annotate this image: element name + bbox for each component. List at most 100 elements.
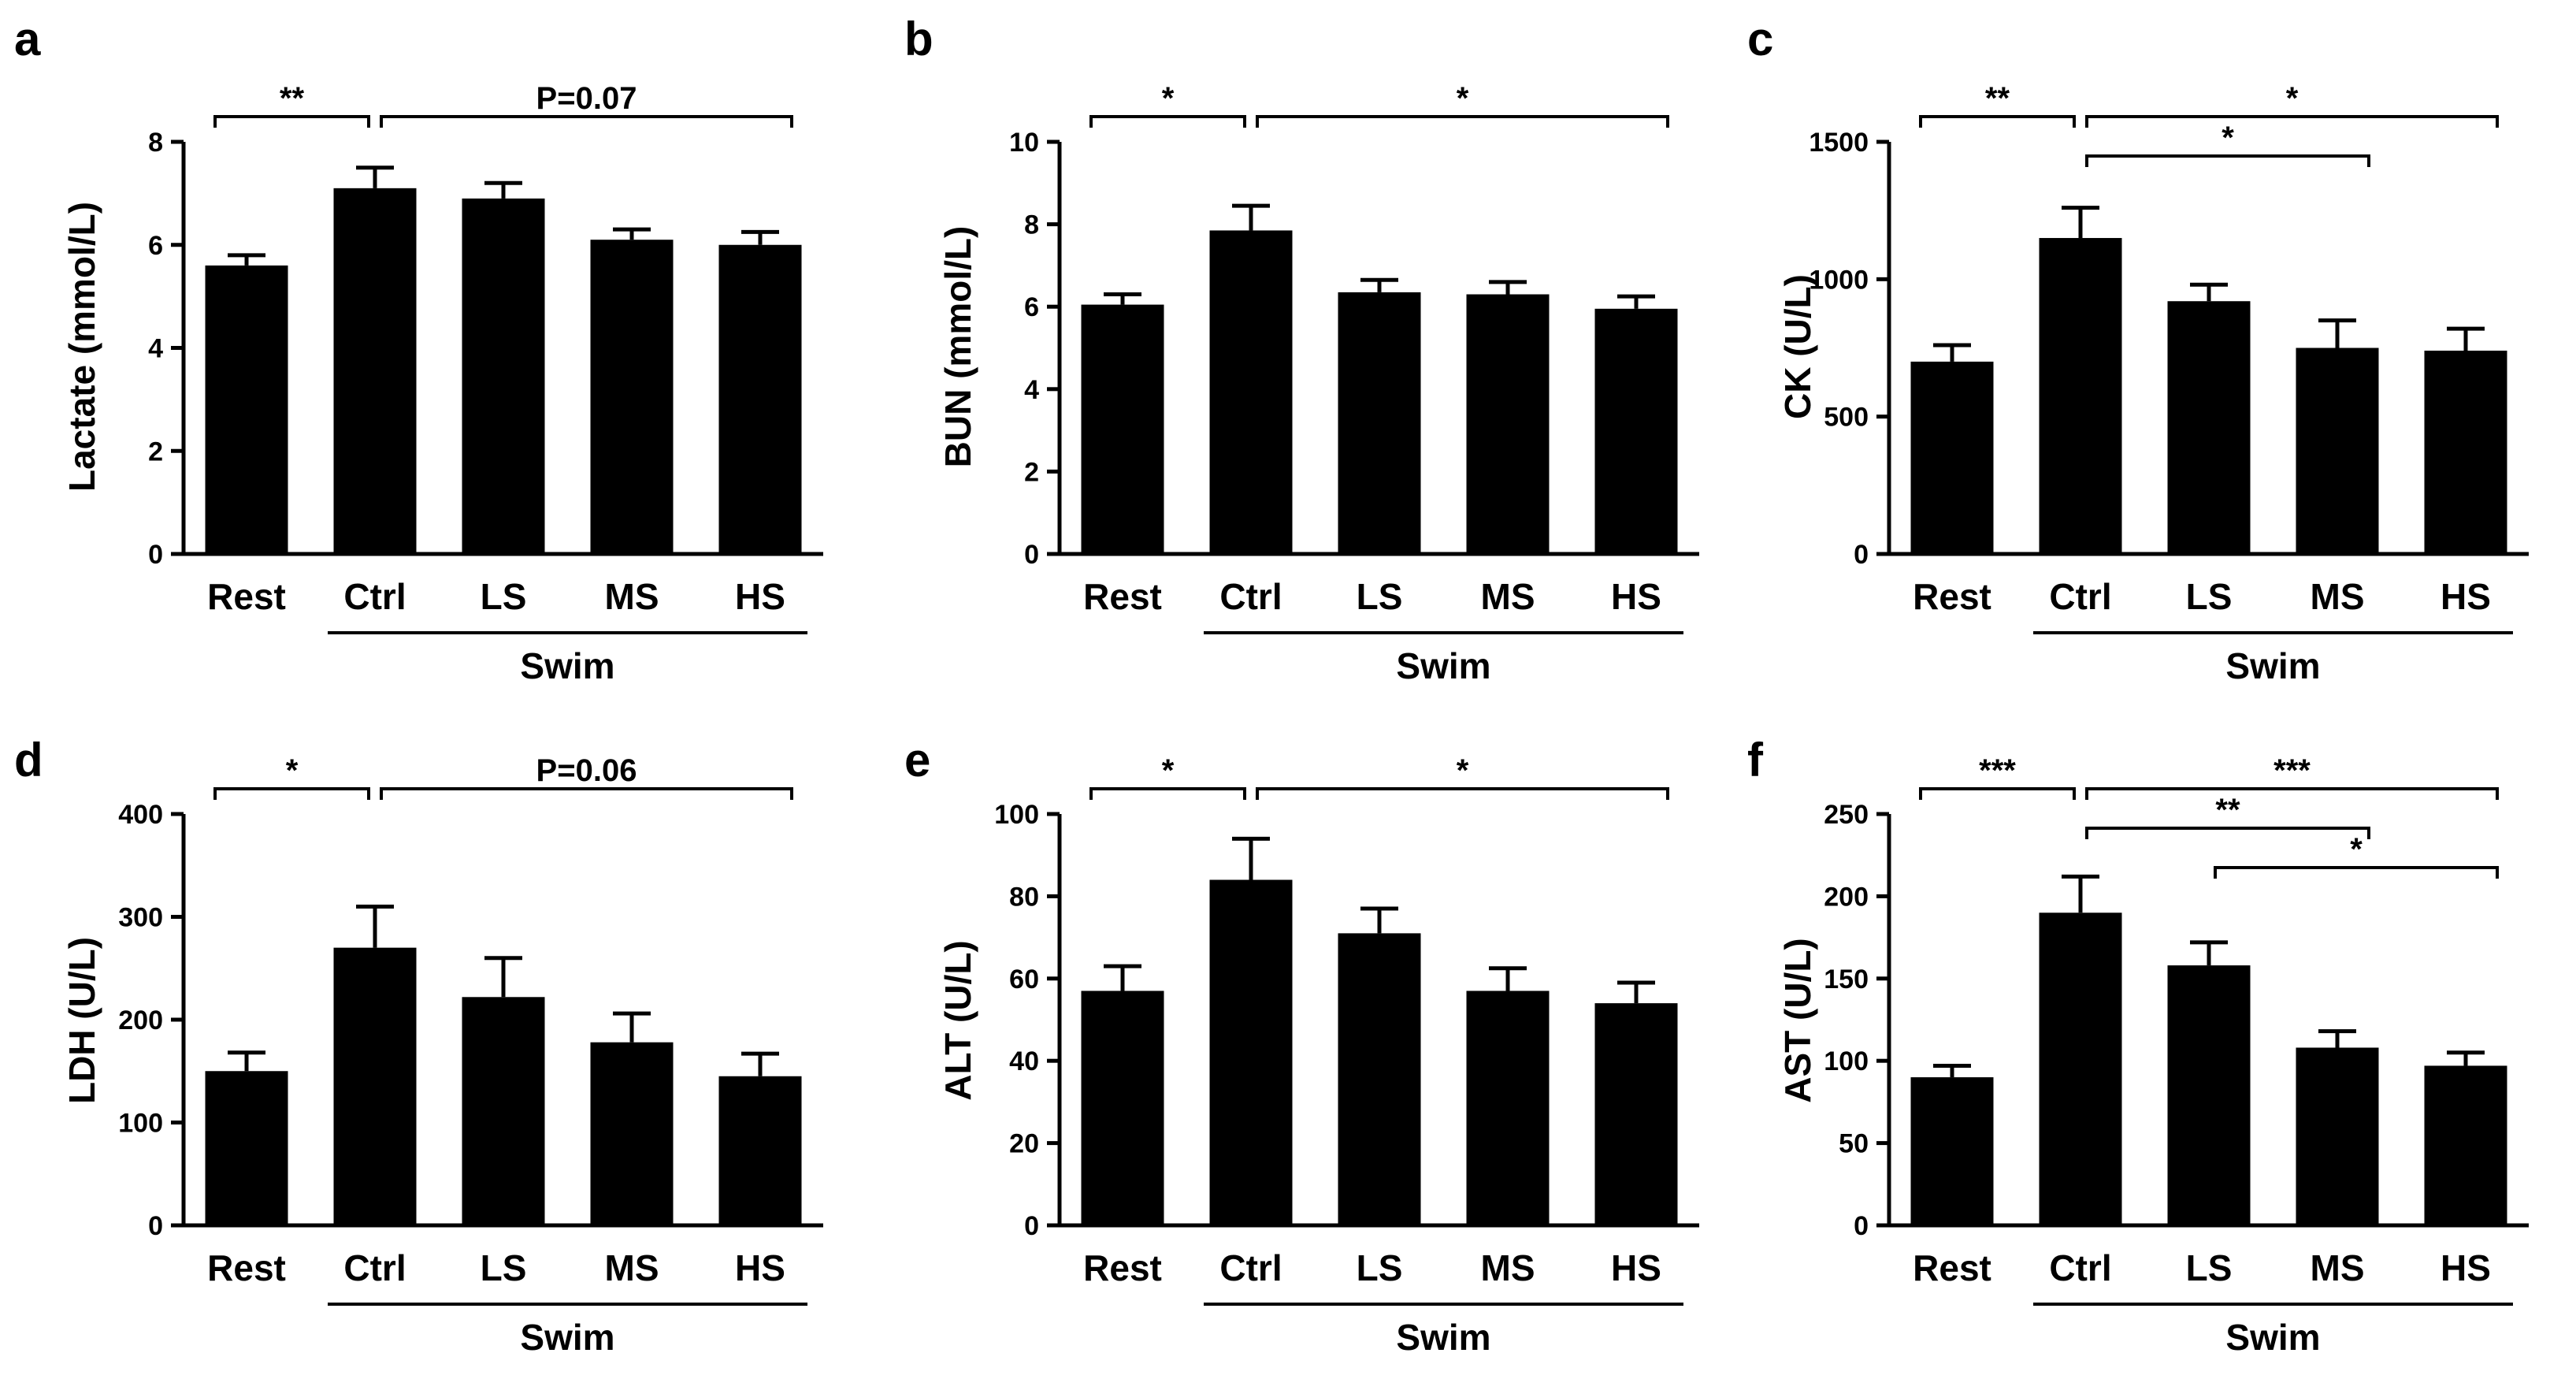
category-label: HS: [2441, 1247, 2491, 1288]
y-tick-label: 50: [1839, 1129, 1869, 1159]
significance-bracket: *: [2085, 81, 2499, 128]
significance-label: P=0.07: [536, 81, 637, 116]
panel-b: b BUN (mmol/L) 0 2 4 6 8 10 Rest Ctrl LS MS HS Swim * *: [904, 13, 1699, 686]
bar-hs: [718, 244, 802, 554]
significance-bracket: *: [2214, 832, 2499, 879]
panel-letter: d: [14, 734, 43, 786]
category-label: Ctrl: [343, 576, 406, 617]
category-label: HS: [735, 1247, 785, 1288]
y-tick-label: 200: [1824, 882, 1869, 912]
significance-bracket: *: [213, 753, 370, 800]
category-label: LS: [2186, 1247, 2233, 1288]
significance-bracket: *: [1256, 81, 1669, 128]
bracket-line: [2085, 154, 2370, 167]
category-label: LS: [481, 1247, 527, 1288]
bar-ms: [590, 240, 674, 554]
y-tick-label: 300: [118, 903, 163, 933]
significance-label: **: [280, 81, 305, 116]
bracket-line: [2085, 787, 2499, 800]
y-tick-label: 0: [1024, 540, 1039, 570]
significance-label: *: [2350, 832, 2363, 867]
y-tick-label: 400: [118, 800, 163, 830]
category-label: MS: [605, 576, 659, 617]
significance-label: *: [2286, 81, 2299, 116]
y-axis-label: ALT (U/L): [937, 940, 978, 1101]
significance-label: *: [1162, 81, 1175, 116]
category-label: HS: [2441, 576, 2491, 617]
category-label: LS: [1357, 576, 1403, 617]
panel-letter: a: [14, 13, 41, 65]
group-label: Swim: [520, 1317, 614, 1358]
significance-bracket: *: [1089, 753, 1246, 800]
category-label: HS: [1611, 1247, 1661, 1288]
category-label: Rest: [1083, 576, 1162, 617]
bar-ms: [590, 1042, 674, 1225]
significance-label: **: [1985, 81, 2010, 116]
significance-label: ***: [1979, 753, 2016, 788]
y-tick-label: 10: [1009, 128, 1039, 158]
group-label: Swim: [2225, 645, 2320, 686]
bar-hs: [718, 1076, 802, 1225]
significance-bracket: *: [2085, 121, 2370, 167]
y-tick-label: 0: [1024, 1211, 1039, 1241]
bar-ms: [2296, 348, 2379, 554]
category-label: LS: [481, 576, 527, 617]
category-label: LS: [1357, 1247, 1403, 1288]
bar-ctrl: [1209, 230, 1293, 554]
significance-label: *: [1457, 81, 1469, 116]
panel-letter: b: [904, 13, 934, 65]
category-label: Ctrl: [343, 1247, 406, 1288]
bracket-line: [2085, 115, 2499, 128]
bar-hs: [2424, 350, 2507, 554]
category-label: Ctrl: [2049, 1247, 2111, 1288]
bar-rest: [1081, 991, 1164, 1225]
y-tick-label: 2: [1024, 457, 1039, 487]
category-label: HS: [735, 576, 785, 617]
bar-ctrl: [1209, 879, 1293, 1225]
y-tick-label: 200: [118, 1005, 163, 1035]
bracket-line: [1089, 787, 1246, 800]
bracket-line: [1256, 787, 1669, 800]
bar-ctrl: [333, 947, 417, 1225]
bar-ctrl: [2039, 913, 2122, 1225]
y-tick-label: 100: [118, 1109, 163, 1139]
bracket-line: [1089, 115, 1246, 128]
y-tick-label: 80: [1009, 882, 1039, 912]
panel-letter: e: [904, 734, 930, 786]
bar-ms: [1466, 294, 1550, 554]
y-tick-label: 4: [1024, 375, 1039, 405]
y-tick-label: 20: [1009, 1129, 1039, 1159]
bracket-line: [2214, 866, 2499, 879]
bracket-line: [1919, 115, 2076, 128]
bar-hs: [2424, 1065, 2507, 1225]
group-label: Swim: [520, 645, 614, 686]
y-tick-label: 60: [1009, 965, 1039, 994]
y-tick-label: 1500: [1809, 128, 1869, 158]
bar-hs: [1594, 308, 1678, 554]
bracket-line: [1256, 115, 1669, 128]
y-tick-label: 6: [148, 231, 163, 261]
bar-rest: [1910, 1077, 1994, 1225]
bar-hs: [1594, 1003, 1678, 1225]
bracket-line: [2085, 827, 2370, 839]
bar-ls: [2167, 301, 2251, 554]
category-label: Ctrl: [1219, 1247, 1282, 1288]
y-tick-label: 100: [1824, 1046, 1869, 1076]
y-tick-label: 0: [1854, 540, 1869, 570]
significance-label: *: [1162, 753, 1175, 788]
y-tick-label: 8: [148, 128, 163, 158]
y-tick-label: 100: [994, 800, 1039, 830]
category-label: Rest: [1913, 1247, 1991, 1288]
bar-ms: [2296, 1047, 2379, 1225]
y-tick-label: 500: [1824, 403, 1869, 433]
panel-d: d LDH (U/L) 0 100 200 300 400 Rest Ctrl LS MS HS Swi…: [14, 734, 823, 1358]
category-label: MS: [2311, 1247, 2365, 1288]
significance-label: ***: [2273, 753, 2311, 788]
significance-bracket: ***: [2085, 753, 2499, 800]
bar-rest: [1081, 304, 1164, 554]
bar-ls: [462, 198, 545, 554]
bracket-line: [380, 115, 793, 128]
category-label: Rest: [1083, 1247, 1162, 1288]
bracket-line: [213, 787, 370, 800]
